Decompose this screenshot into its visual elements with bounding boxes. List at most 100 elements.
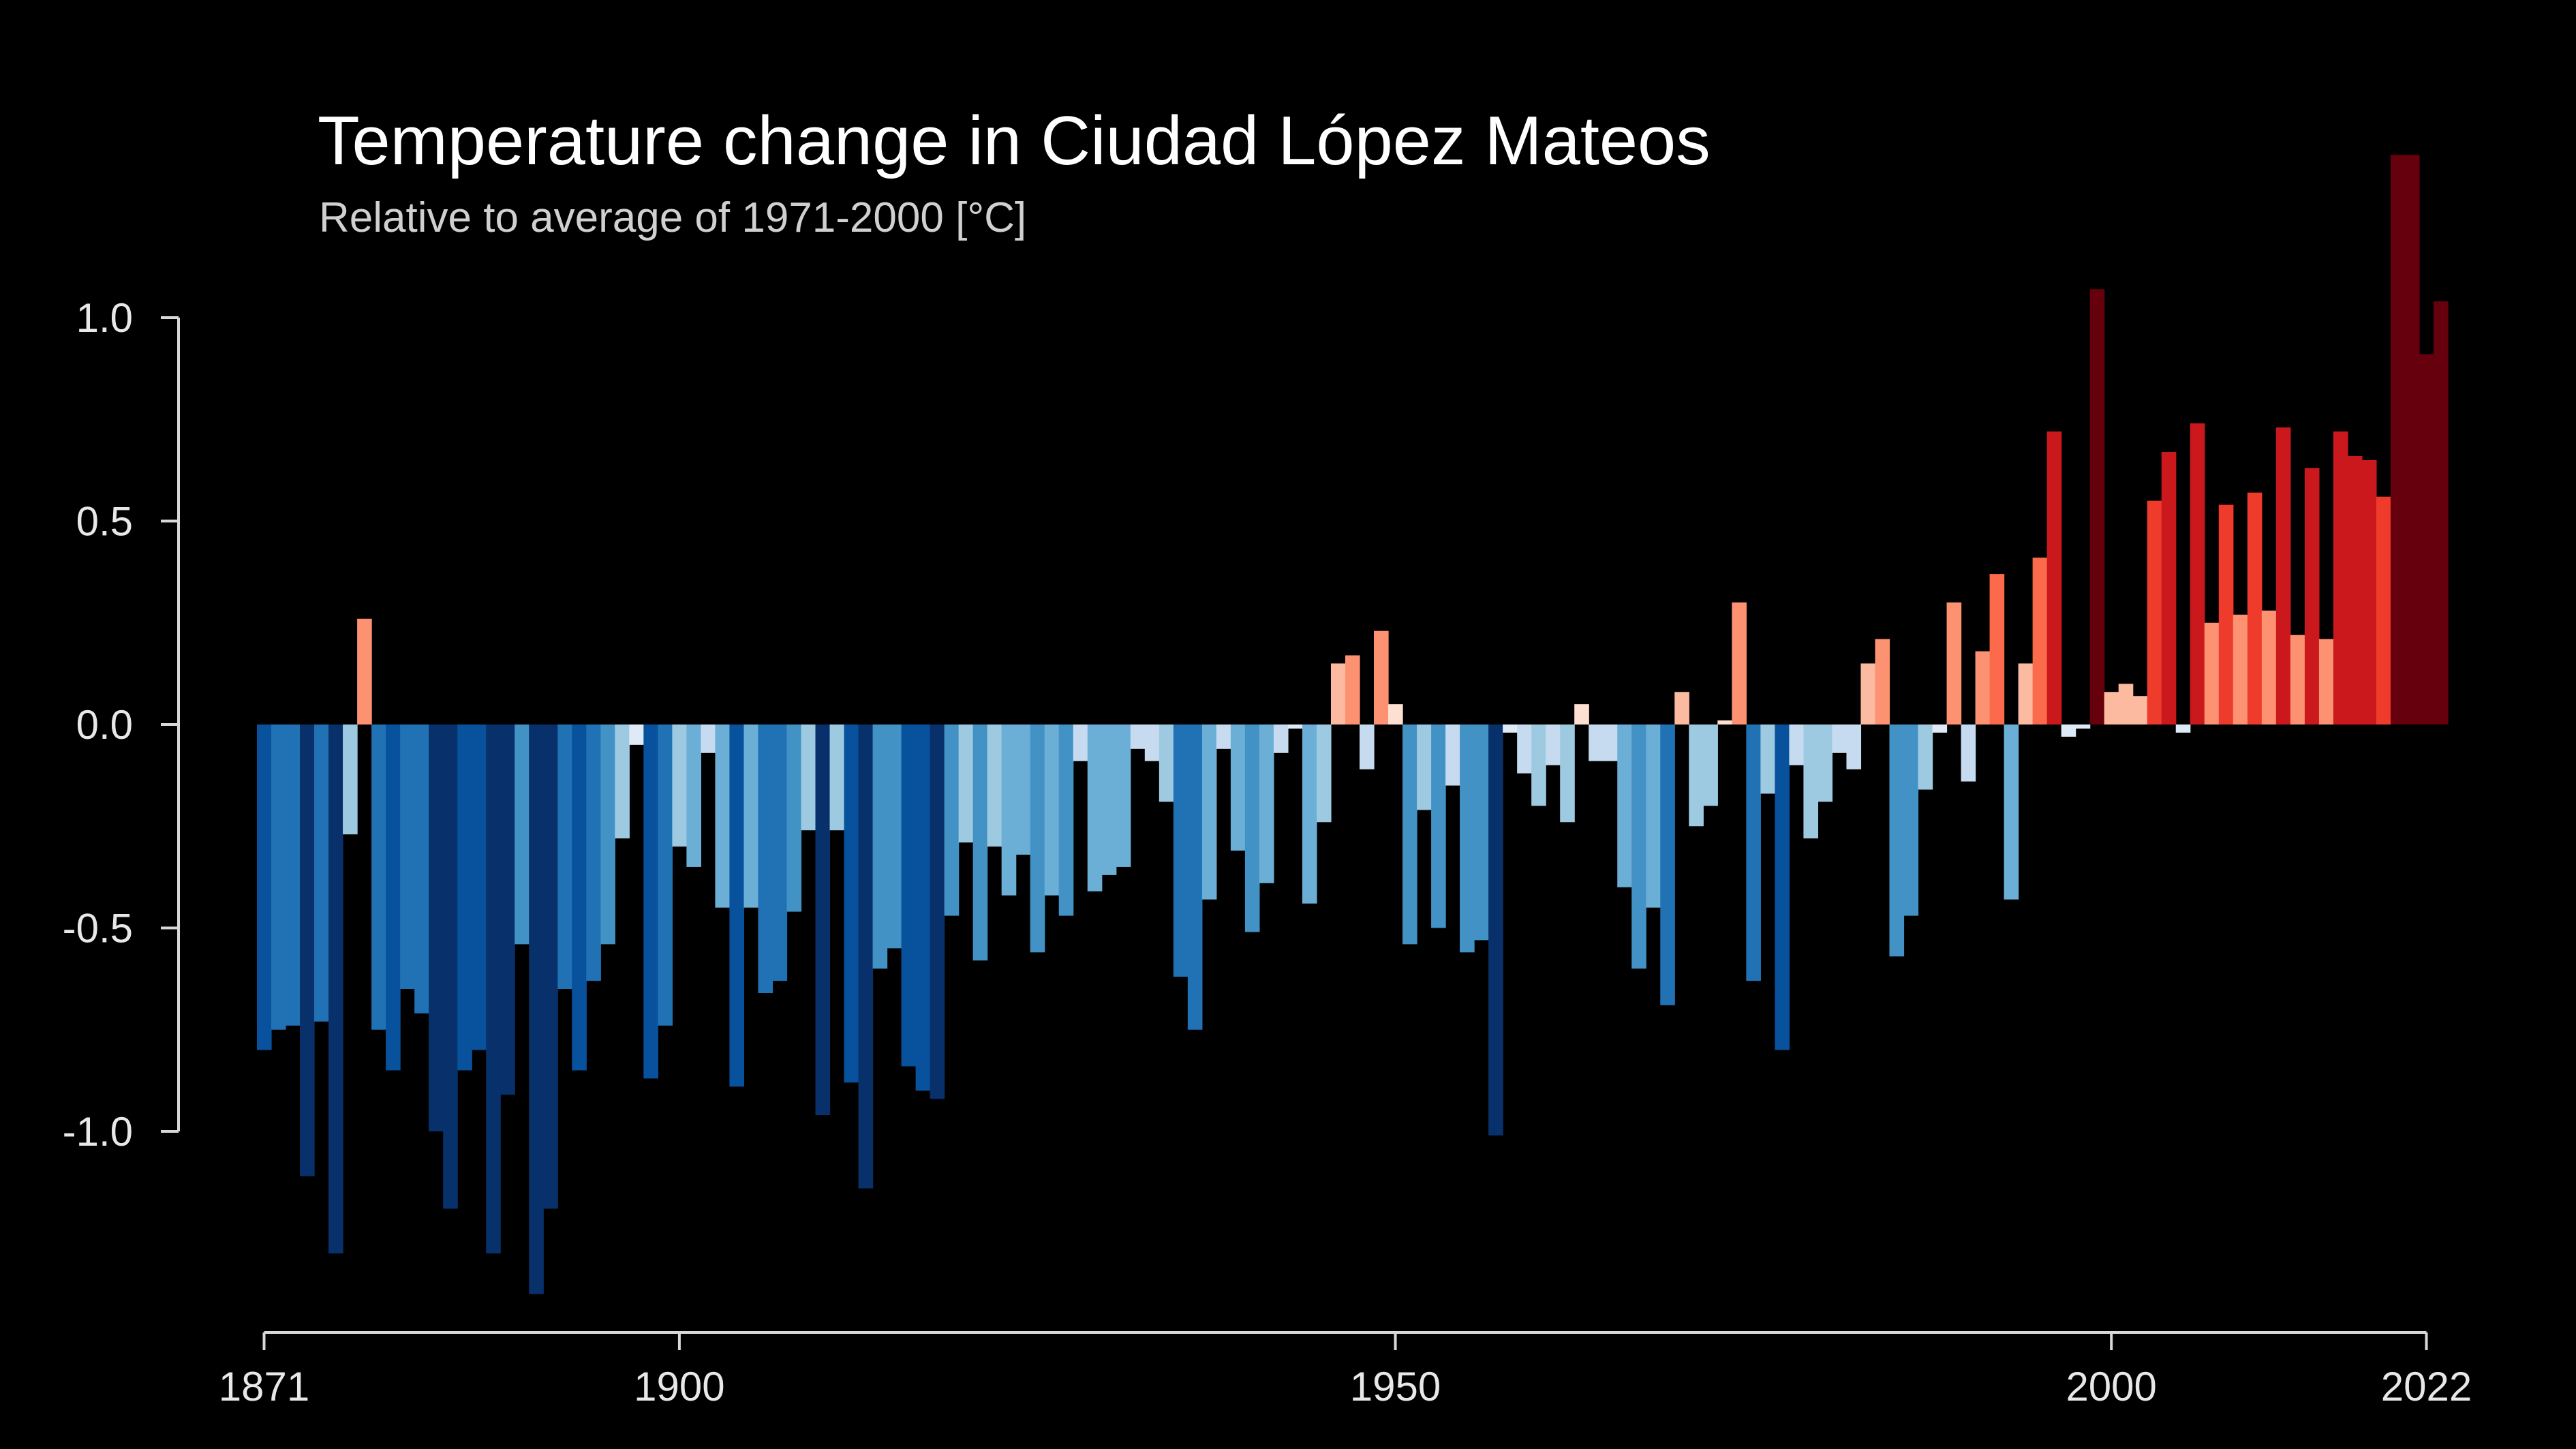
bar-1920 [958,724,974,843]
bar-1912 [844,724,859,1083]
bar-1971 [1689,724,1704,827]
bar-1885 [457,724,472,1071]
bar-1915 [887,724,902,949]
bar-1996 [2046,431,2062,724]
bar-1913 [858,724,874,1189]
bar-1963 [1574,704,1589,724]
bar-2009 [2233,614,2248,724]
bar-2000 [2104,692,2119,724]
bar-1991 [1975,651,1991,724]
bar-1897 [629,724,644,745]
bar-1871 [257,724,272,1050]
y-tick-label: 0.0 [76,702,133,748]
bar-1910 [815,724,831,1116]
bar-1943 [1287,724,1303,729]
bar-1989 [1946,602,1962,724]
bar-1907 [772,724,788,981]
bar-2019 [2376,496,2391,724]
bar-1937 [1201,724,1217,900]
bar-1940 [1244,724,1260,932]
bar-1958 [1503,724,1518,733]
bar-1934 [1159,724,1174,802]
bar-2010 [2247,492,2263,724]
bar-1931 [1116,724,1131,867]
bar-2003 [2147,500,2162,724]
x-tick-label: 1871 [219,1364,309,1409]
bar-1875 [314,724,329,1022]
bar-1888 [500,724,515,1095]
bar-2023 [2433,301,2449,724]
bar-2013 [2290,635,2305,724]
y-tick-label: 0.5 [76,499,133,545]
bar-1994 [2018,663,2034,724]
bar-2016 [2333,431,2348,724]
bar-1972 [1703,724,1718,806]
bar-1917 [915,724,931,1091]
bar-1886 [472,724,487,1050]
bar-1951 [1402,724,1417,945]
bar-1967 [1631,724,1646,969]
bar-1995 [2032,558,2048,724]
bar-1962 [1560,724,1575,823]
bar-1982 [1846,724,1862,769]
bar-2011 [2261,610,2277,724]
bar-2006 [2190,423,2205,724]
bar-1911 [829,724,845,831]
bar-1902 [701,724,716,753]
bar-1930 [1101,724,1117,875]
bar-2017 [2347,455,2363,724]
bar-1926 [1044,724,1060,896]
bar-1873 [286,724,301,1026]
bar-2002 [2132,696,2148,724]
bar-1927 [1058,724,1074,916]
bar-1874 [300,724,315,1176]
bar-1877 [343,724,358,835]
bar-1978 [1789,724,1805,765]
bar-1883 [429,724,444,1131]
bar-1992 [1989,574,2005,724]
bar-1887 [486,724,501,1254]
bar-1923 [1001,724,1017,896]
bar-1947 [1345,655,1360,724]
bar-2004 [2161,452,2177,724]
bar-1959 [1517,724,1532,774]
bar-2008 [2218,504,2234,724]
bar-2022 [2419,354,2434,724]
bar-1968 [1646,724,1661,908]
bar-1878 [357,618,372,724]
bar-series [257,155,2449,1294]
bar-2021 [2404,155,2420,724]
bar-1914 [872,724,888,969]
bar-1950 [1388,704,1403,724]
bar-1892 [557,724,572,990]
bar-1990 [1961,724,1976,782]
bar-1894 [586,724,601,981]
bar-1960 [1531,724,1546,806]
bar-1900 [672,724,687,847]
bar-1946 [1330,663,1346,724]
bar-1983 [1860,663,1876,724]
bar-1918 [930,724,945,1099]
bar-1882 [414,724,429,1013]
bar-1906 [758,724,773,994]
bar-1898 [643,724,658,1079]
bar-1933 [1144,724,1160,761]
bar-1984 [1875,639,1890,724]
bar-1977 [1775,724,1790,1050]
bar-1932 [1130,724,1146,749]
x-tick-label: 1900 [634,1364,724,1409]
bar-1999 [2089,289,2105,725]
bar-1916 [901,724,917,1067]
bar-2001 [2118,684,2134,724]
bar-1988 [1932,724,1948,733]
bar-1880 [386,724,401,1071]
bar-1981 [1832,724,1847,753]
chart-subtitle: Relative to average of 1971-2000 [°C] [319,194,1027,241]
bar-1970 [1674,692,1689,724]
x-tick-label: 2000 [2066,1364,2156,1409]
bar-1935 [1173,724,1189,977]
bar-1975 [1746,724,1761,981]
bar-1939 [1230,724,1246,851]
bar-2007 [2204,622,2220,724]
